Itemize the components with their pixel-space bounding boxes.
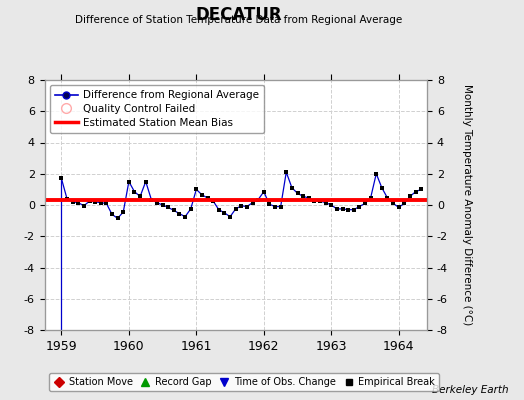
Point [220, 210, 228, 216]
Point [215, 206, 223, 213]
Point [108, 211, 116, 218]
Point [96, 200, 105, 206]
Point [153, 200, 161, 206]
Point [158, 202, 167, 208]
Point [187, 206, 195, 212]
Point [321, 200, 330, 206]
Point [80, 202, 88, 209]
Point [181, 214, 189, 220]
Point [198, 192, 206, 198]
Point [304, 195, 313, 201]
Y-axis label: Monthly Temperature Anomaly Difference (°C): Monthly Temperature Anomaly Difference (… [462, 84, 472, 326]
Point [361, 200, 369, 207]
Point [175, 210, 183, 217]
Point [316, 198, 324, 204]
Point [226, 214, 234, 220]
Point [63, 196, 71, 202]
Point [355, 203, 364, 210]
Point [327, 202, 335, 208]
Point [339, 206, 347, 212]
Point [411, 188, 420, 195]
Point [237, 202, 246, 209]
Point [271, 203, 279, 210]
Point [74, 200, 82, 206]
Point [102, 200, 111, 207]
Point [400, 200, 409, 207]
Point [406, 193, 414, 200]
Point [366, 195, 375, 201]
Point [259, 188, 268, 195]
Point [243, 203, 251, 210]
Point [125, 178, 133, 185]
Text: DECATUR: DECATUR [195, 6, 282, 24]
Point [164, 204, 172, 210]
Point [85, 198, 94, 204]
Point [147, 196, 156, 203]
Point [248, 200, 257, 206]
Point [170, 207, 178, 214]
Point [372, 170, 380, 177]
Point [350, 206, 358, 213]
Point [383, 195, 391, 201]
Point [136, 193, 144, 200]
Point [192, 186, 201, 192]
Point [310, 198, 319, 204]
Text: Difference of Station Temperature Data from Regional Average: Difference of Station Temperature Data f… [75, 15, 402, 25]
Point [203, 195, 212, 201]
Legend: Station Move, Record Gap, Time of Obs. Change, Empirical Break: Station Move, Record Gap, Time of Obs. C… [49, 373, 439, 391]
Point [389, 200, 397, 207]
Text: Berkeley Earth: Berkeley Earth [432, 385, 508, 395]
Point [344, 206, 352, 213]
Point [232, 206, 240, 212]
Point [113, 215, 122, 222]
Point [265, 201, 274, 208]
Point [254, 196, 263, 203]
Point [378, 185, 386, 191]
Point [209, 198, 217, 204]
Point [282, 169, 290, 175]
Point [293, 190, 302, 196]
Point [299, 193, 307, 200]
Point [395, 204, 403, 210]
Point [417, 186, 425, 192]
Point [69, 199, 77, 205]
Point [288, 185, 296, 191]
Point [91, 199, 100, 205]
Legend: Difference from Regional Average, Quality Control Failed, Estimated Station Mean: Difference from Regional Average, Qualit… [50, 85, 264, 133]
Point [57, 175, 66, 182]
Point [119, 209, 127, 215]
Point [141, 178, 150, 185]
Point [277, 203, 285, 210]
Point [130, 188, 139, 195]
Point [333, 206, 341, 212]
